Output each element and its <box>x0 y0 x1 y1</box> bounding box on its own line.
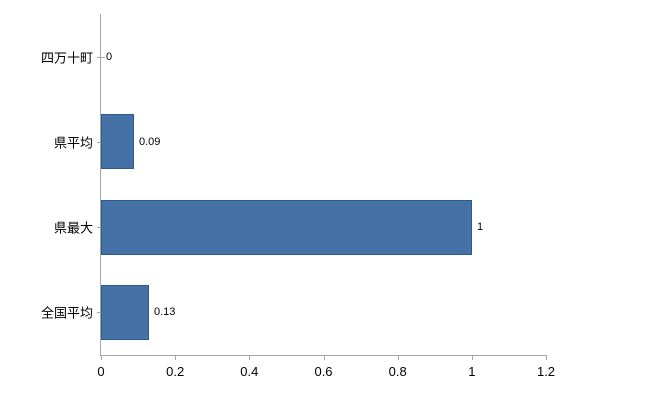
x-axis-tick <box>323 355 325 360</box>
x-axis-tick <box>471 355 473 360</box>
bar-value-label: 1 <box>477 221 484 234</box>
x-axis-tick <box>101 355 102 360</box>
x-axis-tick <box>249 355 251 360</box>
category-label: 四万十町 <box>40 50 93 66</box>
x-axis-tick <box>397 355 399 360</box>
bar <box>101 199 472 255</box>
x-axis-tick <box>546 355 547 360</box>
x-axis-tick <box>175 355 177 360</box>
y-axis-tick <box>97 56 105 58</box>
category-label: 全国平均 <box>40 305 93 321</box>
bar <box>101 284 149 340</box>
category-label: 県最大 <box>53 220 93 236</box>
x-axis-tick-label: 0.6 <box>314 364 333 379</box>
x-axis-tick-label: 0.8 <box>388 364 407 379</box>
bar-value-label: 0.13 <box>154 306 176 319</box>
bar-value-label: 0.09 <box>139 135 161 148</box>
x-axis-tick-label: 0 <box>97 364 105 379</box>
bar <box>101 114 134 170</box>
bar-value-label: 0 <box>106 50 113 63</box>
x-axis-tick-label: 1.2 <box>536 364 556 379</box>
x-axis-tick-label: 0.2 <box>166 364 185 379</box>
x-axis-tick-label: 0.4 <box>240 364 259 379</box>
x-axis-tick-label: 1 <box>468 364 476 379</box>
plot-area: 四万十町 0 県平均 0.09 県最大 1 全国平均 0.13 0 0.2 0.4 0.6 0.8 1 1.… <box>41 14 555 379</box>
category-label: 県平均 <box>53 135 93 151</box>
